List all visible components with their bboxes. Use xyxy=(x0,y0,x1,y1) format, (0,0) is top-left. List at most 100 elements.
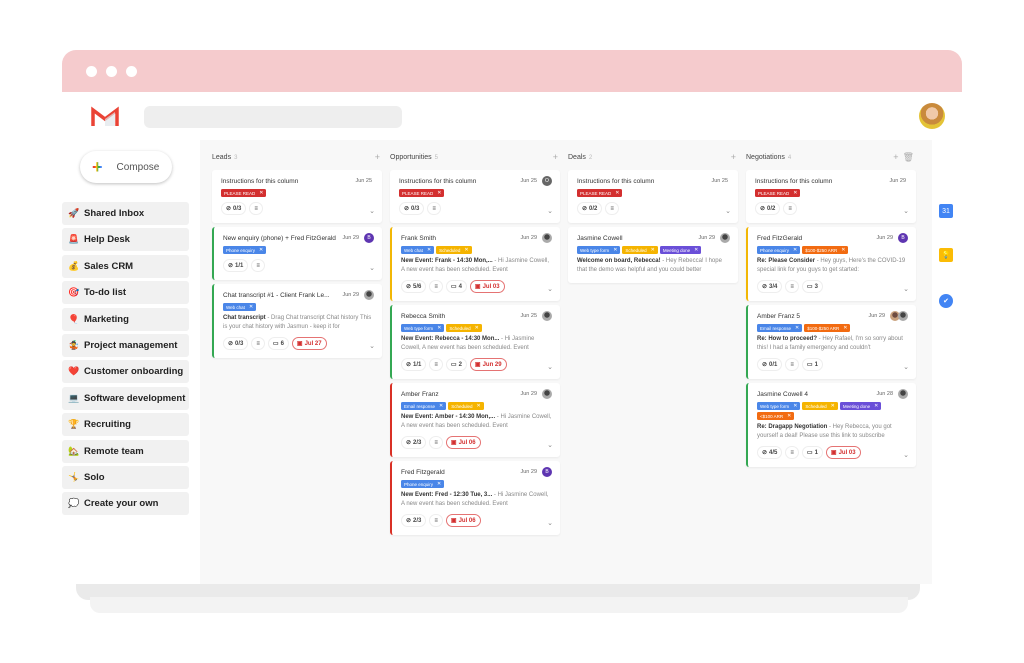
chevron-down-icon[interactable]: ⌄ xyxy=(369,265,375,272)
label-tag[interactable]: Email response ✕ xyxy=(757,324,803,332)
card[interactable]: Frank Smith Jun 29 Web chat ✕ Scheduled ✕ New … xyxy=(390,227,560,301)
remove-tag-icon[interactable]: ✕ xyxy=(439,403,444,409)
chevron-down-icon[interactable]: ⌄ xyxy=(903,208,909,215)
sidebar-item-remote-team[interactable]: 🏡 Remote team xyxy=(62,439,189,463)
card[interactable]: Amber Franz 5 Jun 29 Email response ✕ $100-$… xyxy=(746,305,916,379)
comments-button[interactable]: ▭ 6 xyxy=(267,337,289,350)
tasks-button[interactable]: ⊘ 1/1 xyxy=(223,259,249,272)
label-tag[interactable]: PLEASE READ ✕ xyxy=(577,189,623,197)
remove-tag-icon[interactable]: ✕ xyxy=(474,325,479,331)
chevron-down-icon[interactable]: ⌄ xyxy=(547,208,553,215)
keep-icon[interactable]: 💡 xyxy=(939,248,953,262)
chevron-down-icon[interactable]: ⌄ xyxy=(369,208,375,215)
user-avatar[interactable] xyxy=(919,103,945,129)
window-dot-maximize[interactable] xyxy=(126,65,137,77)
comments-button[interactable]: ▭ 2 xyxy=(445,358,467,371)
label-tag[interactable]: Web chat ✕ xyxy=(223,303,257,311)
notes-button[interactable]: ≡ xyxy=(783,202,797,215)
notes-button[interactable]: ≡ xyxy=(429,436,443,449)
card[interactable]: Instructions for this column Jun 25 PLEASE… xyxy=(212,170,382,223)
notes-button[interactable]: ≡ xyxy=(249,202,263,215)
remove-tag-icon[interactable]: ✕ xyxy=(476,403,481,409)
chevron-down-icon[interactable]: ⌄ xyxy=(547,520,553,527)
card[interactable]: Fred Fitzgerald Jun 29 B Phone enquiry ✕ New … xyxy=(390,461,560,535)
remove-tag-icon[interactable]: ✕ xyxy=(613,247,618,253)
label-tag[interactable]: Email response ✕ xyxy=(401,402,447,410)
sidebar-item-solo[interactable]: 🤸 Solo xyxy=(62,465,189,489)
remove-tag-icon[interactable]: ✕ xyxy=(615,190,620,196)
card[interactable]: Instructions for this column Jun 25 O PLEAS… xyxy=(390,170,560,223)
tasks-button[interactable]: ⊘ 0/2 xyxy=(577,202,603,215)
notes-button[interactable]: ≡ xyxy=(251,259,265,272)
trash-icon[interactable]: 🗑 xyxy=(902,151,914,162)
due-date-button[interactable]: ▣ Jul 06 xyxy=(445,436,481,449)
card[interactable]: New enquiry (phone) + Fred FitzGerald Jun… xyxy=(212,227,382,280)
remove-tag-icon[interactable]: ✕ xyxy=(259,190,264,196)
comments-button[interactable]: ▭ 3 xyxy=(801,280,823,293)
sidebar-item-marketing[interactable]: 🎈 Marketing xyxy=(62,307,189,331)
tasks-button[interactable]: ⊘ 5/6 xyxy=(401,280,427,293)
tasks-button[interactable]: ⊘ 2/3 xyxy=(401,514,427,527)
notes-button[interactable]: ≡ xyxy=(605,202,619,215)
chevron-down-icon[interactable]: ⌄ xyxy=(903,452,909,459)
remove-tag-icon[interactable]: ✕ xyxy=(437,481,442,487)
remove-tag-icon[interactable]: ✕ xyxy=(795,325,800,331)
remove-tag-icon[interactable]: ✕ xyxy=(694,247,699,253)
label-tag[interactable]: Phone enquiry ✕ xyxy=(223,246,267,254)
due-date-button[interactable]: ▣ Jul 03 xyxy=(469,280,505,293)
sidebar-item-project-management[interactable]: 🤹 Project management xyxy=(62,333,189,357)
compose-button[interactable]: + Compose xyxy=(80,151,172,183)
remove-tag-icon[interactable]: ✕ xyxy=(787,413,792,419)
add-card-icon[interactable]: + xyxy=(730,152,736,162)
window-dot-close[interactable] xyxy=(86,65,97,77)
remove-tag-icon[interactable]: ✕ xyxy=(793,247,798,253)
chevron-down-icon[interactable]: ⌄ xyxy=(725,208,731,215)
calendar-icon[interactable]: 31 xyxy=(939,204,953,218)
card[interactable]: Instructions for this column Jun 29 PLEASE… xyxy=(746,170,916,223)
label-tag[interactable]: PLEASE READ ✕ xyxy=(221,189,267,197)
due-date-button[interactable]: ▣ Jul 27 xyxy=(291,337,327,350)
tasks-button[interactable]: ⊘ 2/3 xyxy=(401,436,427,449)
remove-tag-icon[interactable]: ✕ xyxy=(259,247,264,253)
chevron-down-icon[interactable]: ⌄ xyxy=(903,364,909,371)
label-tag[interactable]: Web chat ✕ xyxy=(401,246,435,254)
label-tag[interactable]: Scheduled ✕ xyxy=(448,402,484,410)
comments-button[interactable]: ▭ 1 xyxy=(801,446,823,459)
remove-tag-icon[interactable]: ✕ xyxy=(830,403,835,409)
tasks-button[interactable]: ⊘ 0/3 xyxy=(399,202,425,215)
comments-button[interactable]: ▭ 1 xyxy=(801,358,823,371)
remove-tag-icon[interactable]: ✕ xyxy=(437,190,442,196)
tasks-button[interactable]: ⊘ 0/3 xyxy=(221,202,247,215)
remove-tag-icon[interactable]: ✕ xyxy=(437,325,442,331)
add-card-icon[interactable]: + xyxy=(374,152,380,162)
notes-button[interactable]: ≡ xyxy=(429,358,443,371)
sidebar-item-help-desk[interactable]: 🚨 Help Desk xyxy=(62,228,189,252)
label-tag[interactable]: Meeting done ✕ xyxy=(659,246,702,254)
tasks-button[interactable]: ⊘ 3/4 xyxy=(757,280,783,293)
tasks-button[interactable]: ⊘ 4/5 xyxy=(757,446,783,459)
tasks-button[interactable]: ⊘ 1/1 xyxy=(401,358,427,371)
chevron-down-icon[interactable]: ⌄ xyxy=(547,286,553,293)
label-tag[interactable]: Phone enquiry ✕ xyxy=(401,480,445,488)
add-card-icon[interactable]: + xyxy=(552,152,558,162)
label-tag[interactable]: Web type form ✕ xyxy=(757,402,801,410)
label-tag[interactable]: Web type form ✕ xyxy=(401,324,445,332)
label-tag[interactable]: Scheduled ✕ xyxy=(436,246,472,254)
label-tag[interactable]: PLEASE READ ✕ xyxy=(399,189,445,197)
tasks-button[interactable]: ⊘ 0/2 xyxy=(755,202,781,215)
card[interactable]: Instructions for this column Jun 25 PLEASE… xyxy=(568,170,738,223)
sidebar-item-recruiting[interactable]: 🏆 Recruiting xyxy=(62,413,189,437)
remove-tag-icon[interactable]: ✕ xyxy=(793,190,798,196)
comments-button[interactable]: ▭ 4 xyxy=(445,280,467,293)
chevron-down-icon[interactable]: ⌄ xyxy=(547,364,553,371)
sidebar-item-shared-inbox[interactable]: 🚀 Shared Inbox xyxy=(62,202,189,225)
add-card-icon[interactable]: + xyxy=(893,151,899,162)
sidebar-item-to-do-list[interactable]: 🎯 To-do list xyxy=(62,281,189,305)
notes-button[interactable]: ≡ xyxy=(427,202,441,215)
chevron-down-icon[interactable]: ⌄ xyxy=(903,286,909,293)
card[interactable]: Chat transcript #1 - Client Frank Le... J… xyxy=(212,284,382,358)
label-tag[interactable]: $100-$250 ARR ✕ xyxy=(804,324,851,332)
remove-tag-icon[interactable]: ✕ xyxy=(248,304,254,310)
label-tag[interactable]: Scheduled ✕ xyxy=(802,402,838,410)
label-tag[interactable]: Scheduled ✕ xyxy=(446,324,482,332)
